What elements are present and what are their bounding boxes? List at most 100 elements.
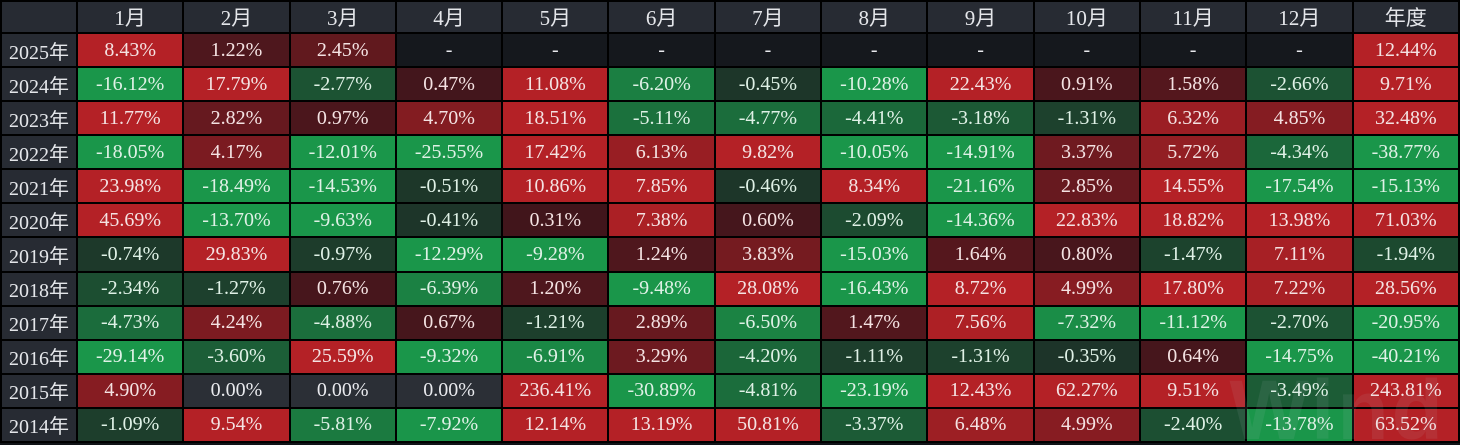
return-cell: 2.82%	[182, 100, 291, 137]
table-row: 2024年 -16.12% 17.79% -2.77% 0.47% 11.08% -6.20…	[0, 66, 1460, 103]
return-cell: -9.63%	[288, 202, 397, 239]
table-row: 2022年 -18.05% 4.17% -12.01% -25.55% 17.42% 6.1…	[0, 134, 1460, 171]
return-cell: -5.11%	[607, 100, 716, 137]
return-cell: 4.90%	[75, 372, 185, 409]
month-header-6: 6月	[607, 0, 716, 34]
return-cell: 17.79%	[182, 66, 291, 103]
return-cell: 0.67%	[394, 304, 504, 341]
return-cell: -9.28%	[501, 236, 610, 273]
return-cell: -1.21%	[501, 304, 610, 341]
return-cell: 1.47%	[820, 304, 929, 341]
return-cell: -14.36%	[926, 202, 1035, 239]
year-label: 2017年	[0, 304, 78, 341]
return-cell: 0.64%	[1138, 338, 1248, 375]
return-cell: 50.81%	[713, 406, 823, 444]
year-label: 2022年	[0, 134, 78, 171]
return-cell: -18.49%	[182, 168, 291, 205]
return-cell: -5.81%	[288, 406, 397, 444]
return-cell: -	[713, 31, 823, 69]
return-cell: 13.98%	[1245, 202, 1354, 239]
return-cell: 2.45%	[288, 31, 397, 69]
return-cell: 7.11%	[1245, 236, 1354, 273]
return-cell: 1.22%	[182, 31, 291, 69]
table-body: 2025年 8.43% 1.22% 2.45% - - - - - - - - -12.44% 2024年…	[0, 31, 1460, 444]
return-cell: 11.08%	[501, 66, 610, 103]
return-cell: -9.48%	[607, 270, 716, 307]
return-cell: 23.98%	[75, 168, 185, 205]
return-cell: 4.85%	[1245, 100, 1354, 137]
return-cell: -	[820, 31, 929, 69]
return-cell: 22.83%	[1032, 202, 1141, 239]
return-cell: -23.19%	[820, 372, 929, 409]
annual-return-cell: 63.52%	[1351, 406, 1460, 444]
annual-return-cell: 243.81%	[1351, 372, 1460, 409]
return-cell: -14.91%	[926, 134, 1035, 171]
return-cell: 1.20%	[501, 270, 610, 307]
year-label: 2015年	[0, 372, 78, 409]
return-cell: -10.05%	[820, 134, 929, 171]
return-cell: 11.77%	[75, 100, 185, 137]
annual-return-cell: 12.44%	[1351, 31, 1460, 69]
return-cell: -9.32%	[394, 338, 504, 375]
return-cell: -16.12%	[75, 66, 185, 103]
return-cell: -3.37%	[820, 406, 929, 444]
year-label: 2019年	[0, 236, 78, 273]
return-cell: -4.41%	[820, 100, 929, 137]
return-cell: 3.83%	[713, 236, 823, 273]
annual-return-cell: 9.71%	[1351, 66, 1460, 103]
return-cell: 7.85%	[607, 168, 716, 205]
return-cell: 0.47%	[394, 66, 504, 103]
month-header-3: 3月	[288, 0, 397, 34]
year-label: 2014年	[0, 406, 78, 444]
return-cell: 0.80%	[1032, 236, 1141, 273]
return-cell: -1.11%	[820, 338, 929, 375]
return-cell: -14.53%	[288, 168, 397, 205]
return-cell: -1.47%	[1138, 236, 1248, 273]
return-cell: -4.88%	[288, 304, 397, 341]
return-cell: 0.76%	[288, 270, 397, 307]
return-cell: 3.29%	[607, 338, 716, 375]
return-cell: 0.00%	[394, 372, 504, 409]
return-cell: -29.14%	[75, 338, 185, 375]
month-header-11: 11月	[1138, 0, 1248, 34]
table-row: 2025年 8.43% 1.22% 2.45% - - - - - - - - -12.44%	[0, 31, 1460, 69]
annual-return-cell: 71.03%	[1351, 202, 1460, 239]
return-cell: -	[926, 31, 1035, 69]
table-row: 2020年 45.69% -13.70% -9.63% -0.41% 0.31% 7.38%…	[0, 202, 1460, 239]
return-cell: 22.43%	[926, 66, 1035, 103]
table-row: 2018年 -2.34% -1.27% 0.76% -6.39% 1.20% -9.48% 2…	[0, 270, 1460, 307]
header-row: 1月 2月 3月 4月 5月 6月 7月 8月 9月 10月 11月 12月 年度	[0, 0, 1460, 34]
return-cell: 12.43%	[926, 372, 1035, 409]
return-cell: -1.31%	[1032, 100, 1141, 137]
return-cell: -7.32%	[1032, 304, 1141, 341]
month-header-7: 7月	[713, 0, 823, 34]
return-cell: -15.03%	[820, 236, 929, 273]
return-cell: -	[1245, 31, 1354, 69]
return-cell: -2.66%	[1245, 66, 1354, 103]
annual-header: 年度	[1351, 0, 1460, 34]
annual-return-cell: -20.95%	[1351, 304, 1460, 341]
return-cell: 0.00%	[288, 372, 397, 409]
return-cell: -0.41%	[394, 202, 504, 239]
return-cell: -12.01%	[288, 134, 397, 171]
return-cell: 4.17%	[182, 134, 291, 171]
month-header-10: 10月	[1032, 0, 1141, 34]
return-cell: -2.77%	[288, 66, 397, 103]
return-cell: 6.32%	[1138, 100, 1248, 137]
return-cell: 8.34%	[820, 168, 929, 205]
month-header-12: 12月	[1245, 0, 1354, 34]
return-cell: -6.91%	[501, 338, 610, 375]
return-cell: -10.28%	[820, 66, 929, 103]
annual-return-cell: -38.77%	[1351, 134, 1460, 171]
return-cell: 45.69%	[75, 202, 185, 239]
return-cell: -14.75%	[1245, 338, 1354, 375]
return-cell: -25.55%	[394, 134, 504, 171]
return-cell: 0.31%	[501, 202, 610, 239]
year-label: 2021年	[0, 168, 78, 205]
return-cell: 5.72%	[1138, 134, 1248, 171]
return-cell: 9.82%	[713, 134, 823, 171]
return-cell: 1.64%	[926, 236, 1035, 273]
return-cell: 62.27%	[1032, 372, 1141, 409]
return-cell: -4.34%	[1245, 134, 1354, 171]
